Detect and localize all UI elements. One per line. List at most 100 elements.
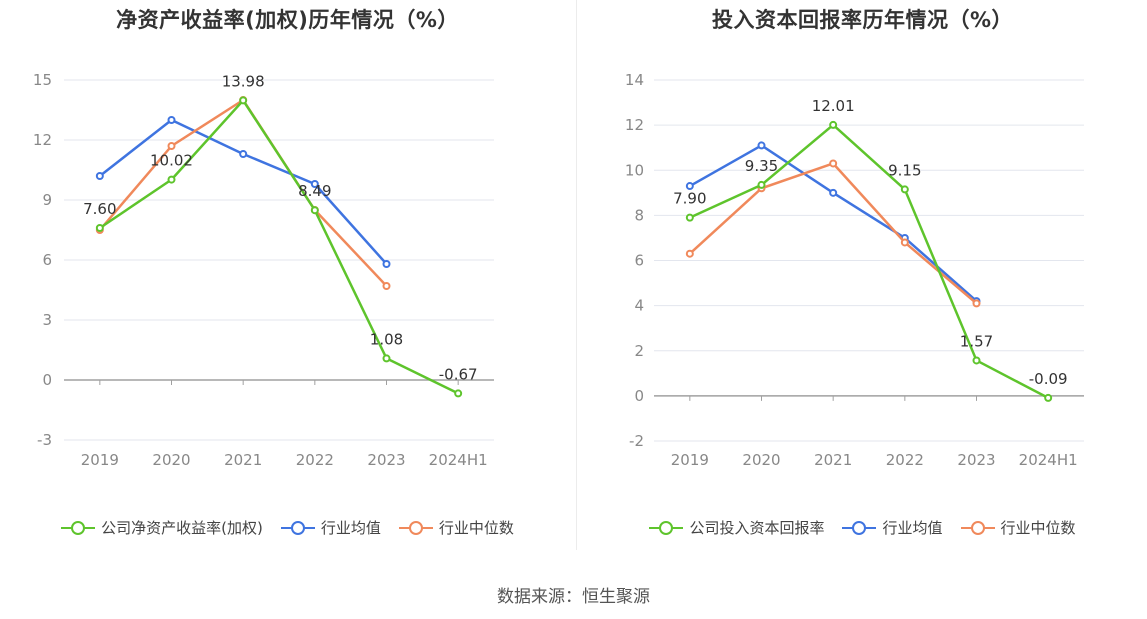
chart-title: 净资产收益率(加权)历年情况（%） <box>116 8 459 32</box>
y-tick-label: 8 <box>634 206 644 224</box>
legend-item[interactable]: 行业均值 <box>280 517 381 538</box>
y-tick-label: 6 <box>42 251 52 269</box>
legend-item[interactable]: 行业均值 <box>842 517 943 538</box>
legend-item[interactable]: 行业中位数 <box>398 517 514 538</box>
y-tick-label: 10 <box>625 161 644 179</box>
series-line <box>689 144 978 303</box>
data-label: 9.35 <box>745 157 778 175</box>
data-label: 7.90 <box>673 190 706 208</box>
roe-legend: 公司净资产收益率(加权) 行业均值 行业中位数 <box>0 517 575 538</box>
x-tick-label: 2019 <box>671 451 709 469</box>
x-tick-label: 2023 <box>957 451 995 469</box>
data-point[interactable] <box>1044 393 1053 402</box>
roe-chart-panel: 净资产收益率(加权)历年情况（%） 15 12 9 6 3 0 -3 2019 2020 2021… <box>0 0 575 560</box>
legend-label: 行业中位数 <box>438 519 514 537</box>
legend-line-circle-icon <box>398 520 433 536</box>
x-tick-label: 2021 <box>814 451 852 469</box>
y-tick-label: 9 <box>42 191 52 209</box>
data-point[interactable] <box>167 116 176 124</box>
series-line <box>688 162 978 305</box>
legend-label: 行业中位数 <box>1000 519 1076 537</box>
data-point[interactable] <box>310 206 319 215</box>
legend-line-circle-icon <box>960 520 995 536</box>
legend-line-circle-icon <box>61 520 96 536</box>
y-tick-label: 6 <box>634 252 644 270</box>
data-label: 13.98 <box>222 72 265 90</box>
data-label: 10.02 <box>150 152 193 170</box>
x-tick-label: 2021 <box>224 451 262 469</box>
roe-line-chart: 15 12 9 6 3 0 -3 2019 2020 2021 2022 2023 2024H1 7.60… <box>33 71 494 469</box>
data-point[interactable] <box>900 238 909 247</box>
x-tick-label: 2024H1 <box>1019 451 1078 469</box>
data-point[interactable] <box>685 213 694 222</box>
data-point[interactable] <box>167 142 176 150</box>
data-point[interactable] <box>829 120 838 129</box>
data-label: 1.57 <box>960 332 993 350</box>
y-tick-label: 0 <box>634 387 644 405</box>
data-point[interactable] <box>239 96 248 105</box>
legend-item[interactable]: 公司投入资本回报率 <box>649 517 824 538</box>
x-tick-label: 2022 <box>296 451 334 469</box>
x-tick-label: 2022 <box>886 451 924 469</box>
data-point[interactable] <box>382 260 391 268</box>
data-point[interactable] <box>757 180 766 189</box>
legend-item[interactable]: 行业中位数 <box>960 517 1076 538</box>
data-point[interactable] <box>829 159 838 168</box>
series-line <box>99 118 388 265</box>
data-label: 8.49 <box>298 182 331 200</box>
data-source-note: 数据来源：恒生聚源 <box>497 587 650 607</box>
data-point[interactable] <box>95 172 104 180</box>
y-tick-label: 12 <box>33 131 52 149</box>
data-point[interactable] <box>310 180 319 188</box>
data-point[interactable] <box>829 188 838 197</box>
chart-title: 投入资本回报率历年情况（%） <box>711 8 1014 32</box>
data-point[interactable] <box>382 354 391 363</box>
data-label: 7.60 <box>83 200 116 218</box>
data-point[interactable] <box>685 249 694 258</box>
data-point[interactable] <box>382 282 391 290</box>
series-line <box>689 123 1049 400</box>
data-label: 9.15 <box>888 161 921 179</box>
x-tick-label: 2019 <box>81 451 119 469</box>
legend-line-circle-icon <box>649 520 684 536</box>
panel-divider <box>576 0 577 550</box>
y-tick-label: -2 <box>629 432 644 450</box>
x-tick-label: 2023 <box>367 451 405 469</box>
data-point[interactable] <box>454 389 463 398</box>
roic-legend: 公司投入资本回报率 行业均值 行业中位数 <box>578 517 1147 538</box>
y-tick-label: 0 <box>42 371 52 389</box>
legend-line-circle-icon <box>280 520 315 536</box>
x-tick-label: 2020 <box>152 451 190 469</box>
data-label: -0.09 <box>1029 370 1068 388</box>
y-tick-label: 14 <box>625 71 644 89</box>
series-line <box>99 99 459 395</box>
x-tick-label: 2024H1 <box>429 451 488 469</box>
series-line <box>98 98 388 287</box>
legend-label: 公司净资产收益率(加权) <box>101 519 263 537</box>
data-point[interactable] <box>900 185 909 194</box>
data-point[interactable] <box>167 175 176 184</box>
y-tick-label: 15 <box>33 71 52 89</box>
roic-line-chart: 14 12 10 8 6 4 2 0 -2 2019 2020 2021 2022 2023 2024H1 7… <box>625 71 1084 469</box>
legend-label: 公司投入资本回报率 <box>689 519 825 537</box>
y-tick-label: 2 <box>634 342 644 360</box>
data-point[interactable] <box>972 299 981 308</box>
data-label: -0.67 <box>439 365 478 383</box>
y-tick-label: -3 <box>37 431 52 449</box>
y-tick-label: 4 <box>634 297 644 315</box>
legend-label: 行业均值 <box>320 519 381 537</box>
x-tick-label: 2020 <box>742 451 780 469</box>
data-point[interactable] <box>972 356 981 365</box>
legend-line-circle-icon <box>842 520 877 536</box>
data-point[interactable] <box>95 224 104 232</box>
data-point[interactable] <box>239 150 248 158</box>
roic-chart-panel: 投入资本回报率历年情况（%） 14 12 10 8 6 4 2 0 -2 2019 2020 2021… <box>578 0 1147 560</box>
legend-label: 行业均值 <box>882 519 943 537</box>
data-point[interactable] <box>685 182 694 191</box>
y-tick-label: 12 <box>625 116 644 134</box>
y-tick-label: 3 <box>42 311 52 329</box>
data-point[interactable] <box>757 141 766 150</box>
data-label: 1.08 <box>370 330 403 348</box>
legend-item[interactable]: 公司净资产收益率(加权) <box>61 517 263 538</box>
data-label: 12.01 <box>812 97 855 115</box>
